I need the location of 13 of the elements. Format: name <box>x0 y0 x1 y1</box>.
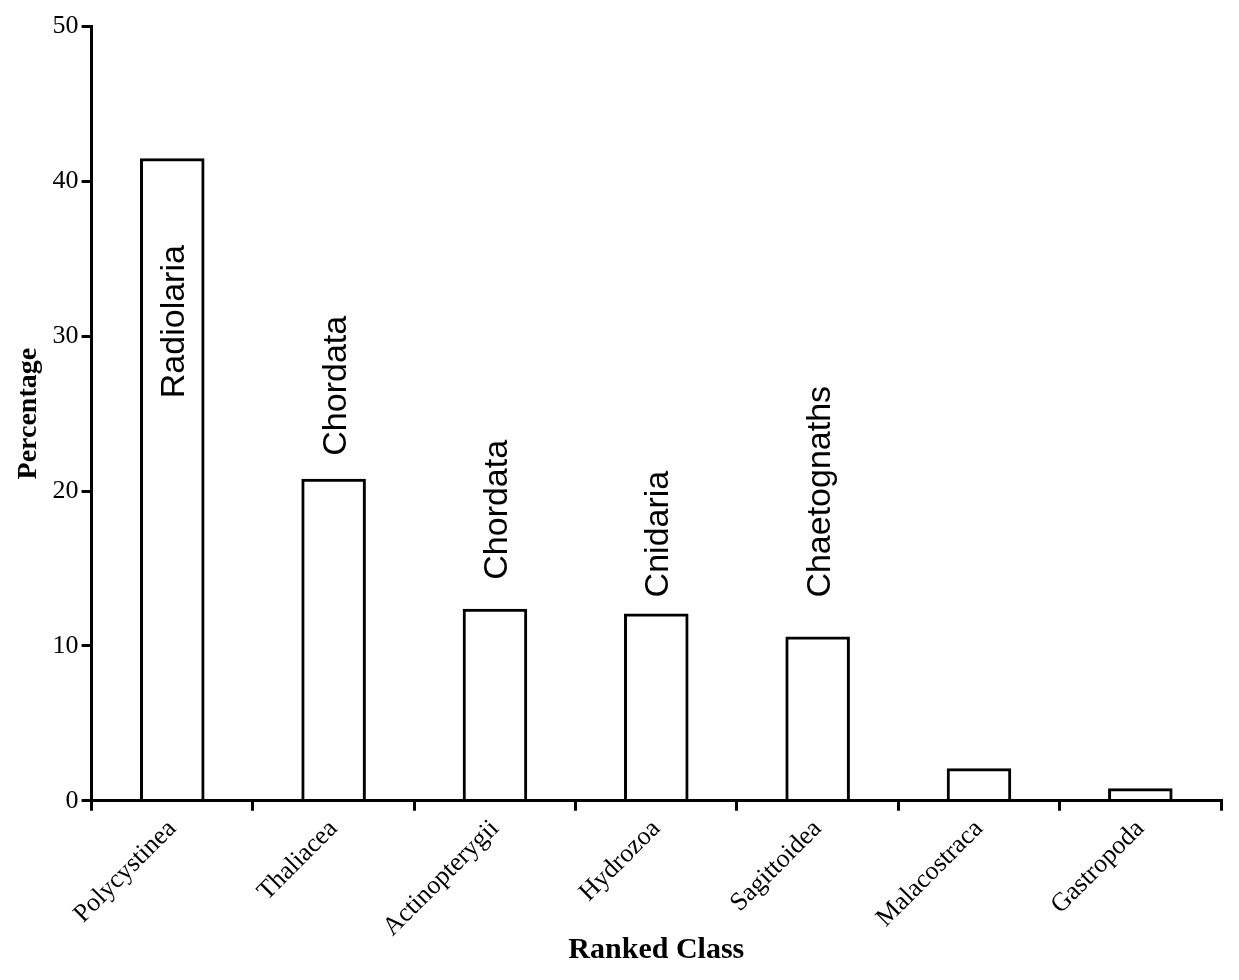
annotation: Radiolaria <box>153 245 192 399</box>
annotation: Cnidaria <box>637 470 676 598</box>
y-tick-label: 30 <box>52 320 79 350</box>
annotation: Chordata <box>475 439 514 580</box>
y-tick-label: 50 <box>52 10 79 40</box>
x-axis-title: Ranked Class <box>568 930 745 964</box>
y-axis-title: Percentage <box>11 347 43 480</box>
y-tick-label: 40 <box>52 165 79 195</box>
annotation: Chordata <box>314 315 353 456</box>
y-tick-label: 10 <box>52 629 79 659</box>
y-tick-label: 20 <box>52 474 79 504</box>
y-tick-label: 0 <box>65 784 79 814</box>
annotation: Chaetognaths <box>798 385 837 598</box>
